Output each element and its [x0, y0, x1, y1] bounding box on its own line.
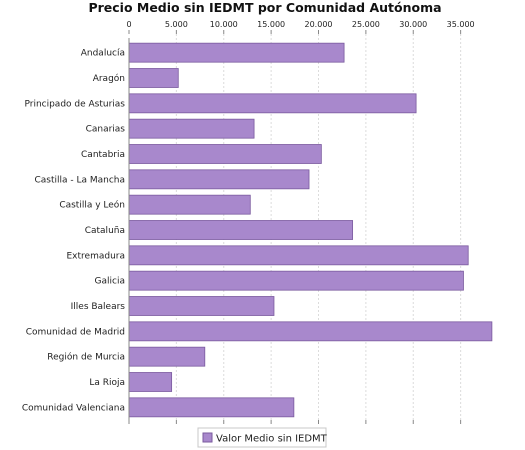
bar — [128, 42, 345, 63]
category-label: Comunidad Valenciana — [22, 403, 125, 413]
legend-swatch — [202, 432, 213, 443]
category-label: Canarias — [86, 125, 126, 135]
category-label: Galicia — [95, 277, 125, 287]
bars — [128, 42, 493, 418]
x-tick-label: 30.000 — [399, 20, 427, 29]
bar — [128, 296, 275, 316]
category-label: Cataluña — [85, 226, 125, 236]
category-label: Aragón — [93, 73, 125, 84]
category-label: Castilla - La Mancha — [34, 175, 125, 185]
bar — [128, 144, 322, 164]
chart-title: Precio Medio sin IEDMT por Comunidad Aut… — [88, 0, 441, 15]
x-axis-ticks: 0 5.000 10.000 15.000 20.000 25.000 30.000 35.0… — [126, 20, 475, 424]
bar — [128, 397, 295, 418]
x-tick-label: 25.000 — [352, 20, 380, 29]
legend-label: Valor Medio sin IEDMT — [216, 434, 328, 445]
bar — [128, 220, 354, 240]
x-tick-label: 20.000 — [305, 20, 333, 29]
bar — [128, 346, 206, 367]
category-label: Comunidad de Madrid — [26, 327, 125, 337]
bar — [128, 68, 179, 88]
bar — [128, 372, 173, 392]
category-label: Andalucía — [81, 49, 125, 59]
bar — [128, 270, 464, 291]
category-labels: Andalucía Aragón Principado de Asturias Can… — [22, 49, 125, 414]
x-tick-label: 0 — [126, 20, 131, 29]
category-label: Principado de Asturias — [24, 99, 125, 109]
category-label: La Rioja — [89, 378, 125, 388]
bar — [128, 169, 310, 190]
category-label: Región de Murcia — [47, 352, 125, 363]
category-label: Illes Balears — [71, 302, 126, 312]
category-label: Cantabria — [81, 150, 125, 160]
category-label: Extremadura — [67, 251, 126, 261]
x-tick-label: 10.000 — [210, 20, 238, 29]
x-tick-label: 35.000 — [447, 20, 475, 29]
bar — [128, 118, 255, 139]
x-tick-label: 15.000 — [257, 20, 285, 29]
bar — [128, 321, 493, 342]
bar — [128, 245, 469, 266]
bar — [128, 93, 417, 114]
x-tick-label: 5.000 — [165, 20, 188, 29]
category-label: Castilla y León — [59, 200, 125, 211]
legend-box — [197, 427, 327, 448]
legend: Valor Medio sin IEDMT — [197, 427, 328, 448]
bar — [128, 194, 251, 215]
